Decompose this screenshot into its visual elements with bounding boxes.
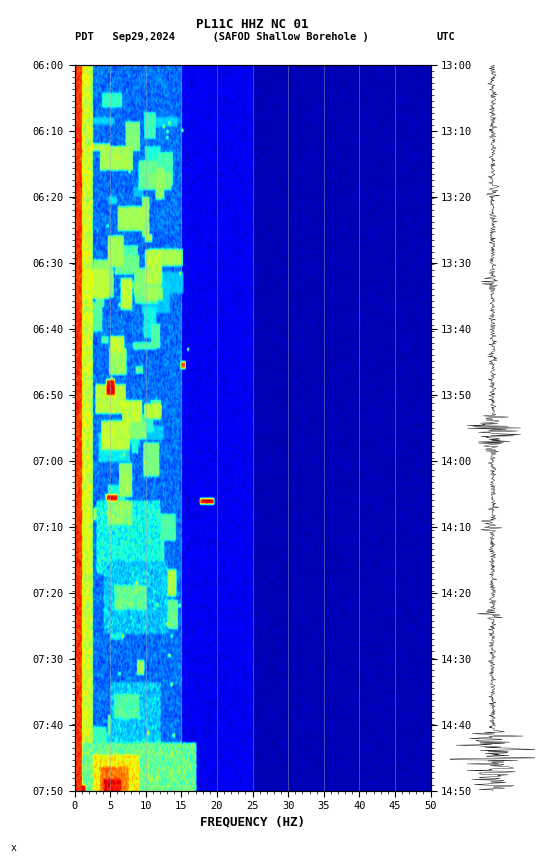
Text: PL11C HHZ NC 01: PL11C HHZ NC 01 [197, 17, 309, 31]
Text: PDT   Sep29,2024      (SAFOD Shallow Borehole ): PDT Sep29,2024 (SAFOD Shallow Borehole ) [75, 32, 368, 42]
Text: UTC: UTC [436, 32, 455, 42]
X-axis label: FREQUENCY (HZ): FREQUENCY (HZ) [200, 815, 305, 828]
Text: x: x [11, 843, 17, 853]
